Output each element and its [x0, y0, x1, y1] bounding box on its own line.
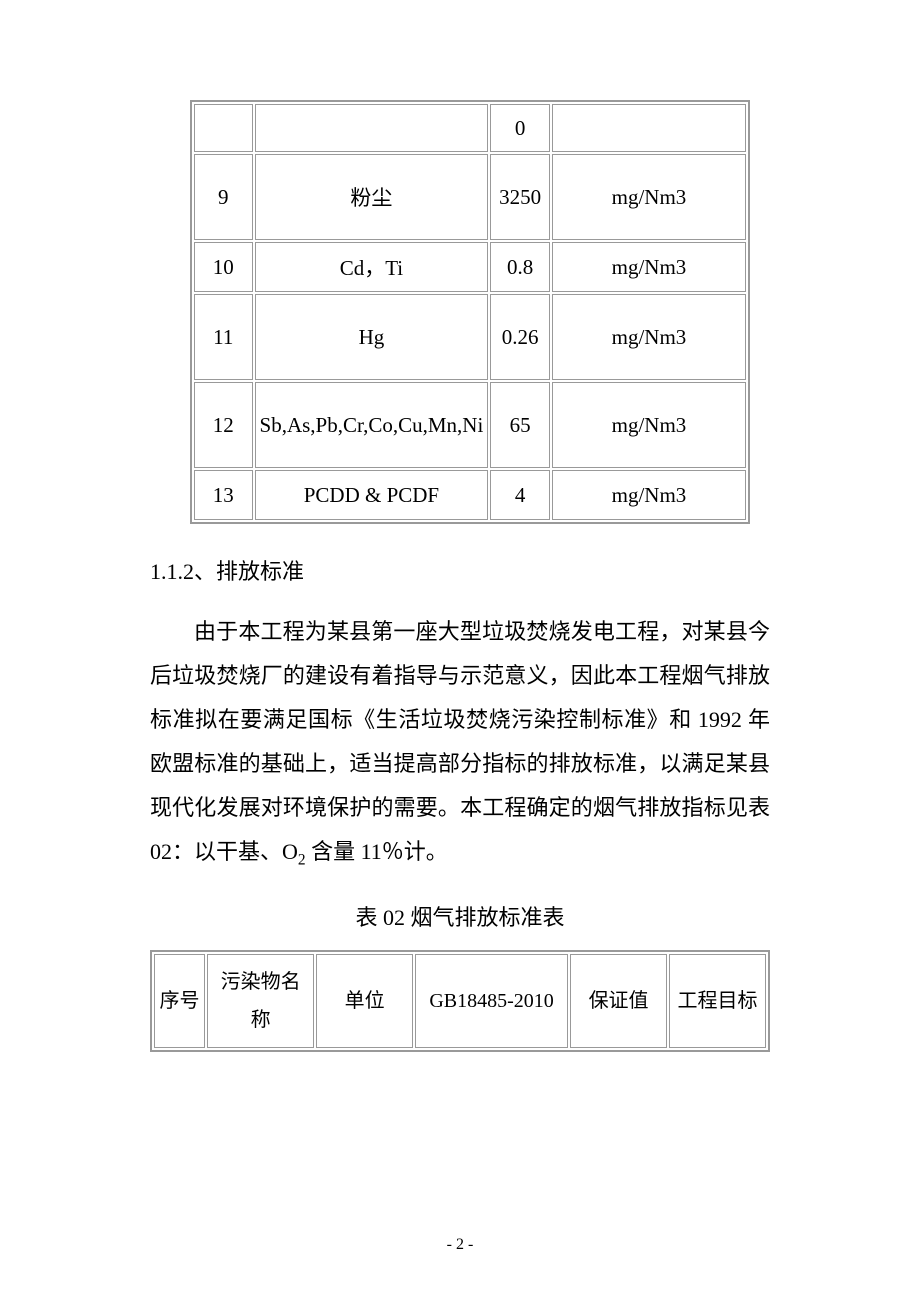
cell-index: 12	[194, 382, 253, 468]
table-row: 0	[194, 104, 746, 152]
subscript-2: 2	[298, 851, 306, 868]
cell-pollutant: PCDD & PCDF	[255, 470, 489, 520]
cell-unit	[552, 104, 746, 152]
cell-unit: mg/Nm3	[552, 242, 746, 292]
table-row: 13 PCDD & PCDF 4 mg/Nm3	[194, 470, 746, 520]
page-number: - 2 -	[0, 1236, 920, 1254]
section-heading: 1.1.2、排放标准	[150, 554, 770, 586]
cell-index: 10	[194, 242, 253, 292]
cell-index	[194, 104, 253, 152]
body-paragraph: 由于本工程为某县第一座大型垃圾焚烧发电工程，对某县今后垃圾焚烧厂的建设有着指导与…	[150, 610, 770, 876]
cell-pollutant: 粉尘	[255, 154, 489, 240]
paragraph-text-post: 含量 11％计。	[306, 839, 448, 864]
header-guarantee: 保证值	[570, 954, 667, 1048]
cell-value: 0.26	[490, 294, 550, 380]
header-pollutant: 污染物名称	[207, 954, 314, 1048]
cell-unit: mg/Nm3	[552, 470, 746, 520]
cell-pollutant	[255, 104, 489, 152]
cell-value: 3250	[490, 154, 550, 240]
cell-value: 4	[490, 470, 550, 520]
cell-pollutant: Cd，Ti	[255, 242, 489, 292]
page-content: 0 9 粉尘 3250 mg/Nm3 10 Cd，Ti 0.8 mg/Nm3 1…	[0, 0, 920, 1112]
cell-unit: mg/Nm3	[552, 294, 746, 380]
cell-value: 65	[490, 382, 550, 468]
table-caption: 表 02 烟气排放标准表	[150, 900, 770, 932]
cell-value: 0	[490, 104, 550, 152]
emissions-standard-table: 序号 污染物名称 单位 GB18485-2010 保证值 工程目标	[150, 950, 770, 1052]
cell-unit: mg/Nm3	[552, 382, 746, 468]
paragraph-text-pre: 由于本工程为某县第一座大型垃圾焚烧发电工程，对某县今后垃圾焚烧厂的建设有着指导与…	[150, 619, 770, 864]
table-row: 12 Sb,As,Pb,Cr,Co,Cu,Mn,Ni 65 mg/Nm3	[194, 382, 746, 468]
header-index: 序号	[154, 954, 205, 1048]
cell-index: 9	[194, 154, 253, 240]
cell-pollutant: Sb,As,Pb,Cr,Co,Cu,Mn,Ni	[255, 382, 489, 468]
table-row: 11 Hg 0.26 mg/Nm3	[194, 294, 746, 380]
cell-value: 0.8	[490, 242, 550, 292]
table-header-row: 序号 污染物名称 单位 GB18485-2010 保证值 工程目标	[154, 954, 766, 1048]
header-unit: 单位	[316, 954, 413, 1048]
table-row: 10 Cd，Ti 0.8 mg/Nm3	[194, 242, 746, 292]
cell-unit: mg/Nm3	[552, 154, 746, 240]
header-gb-standard: GB18485-2010	[415, 954, 568, 1048]
cell-index: 13	[194, 470, 253, 520]
cell-index: 11	[194, 294, 253, 380]
table-row: 9 粉尘 3250 mg/Nm3	[194, 154, 746, 240]
cell-pollutant: Hg	[255, 294, 489, 380]
header-target: 工程目标	[669, 954, 766, 1048]
emissions-table-1: 0 9 粉尘 3250 mg/Nm3 10 Cd，Ti 0.8 mg/Nm3 1…	[190, 100, 750, 524]
